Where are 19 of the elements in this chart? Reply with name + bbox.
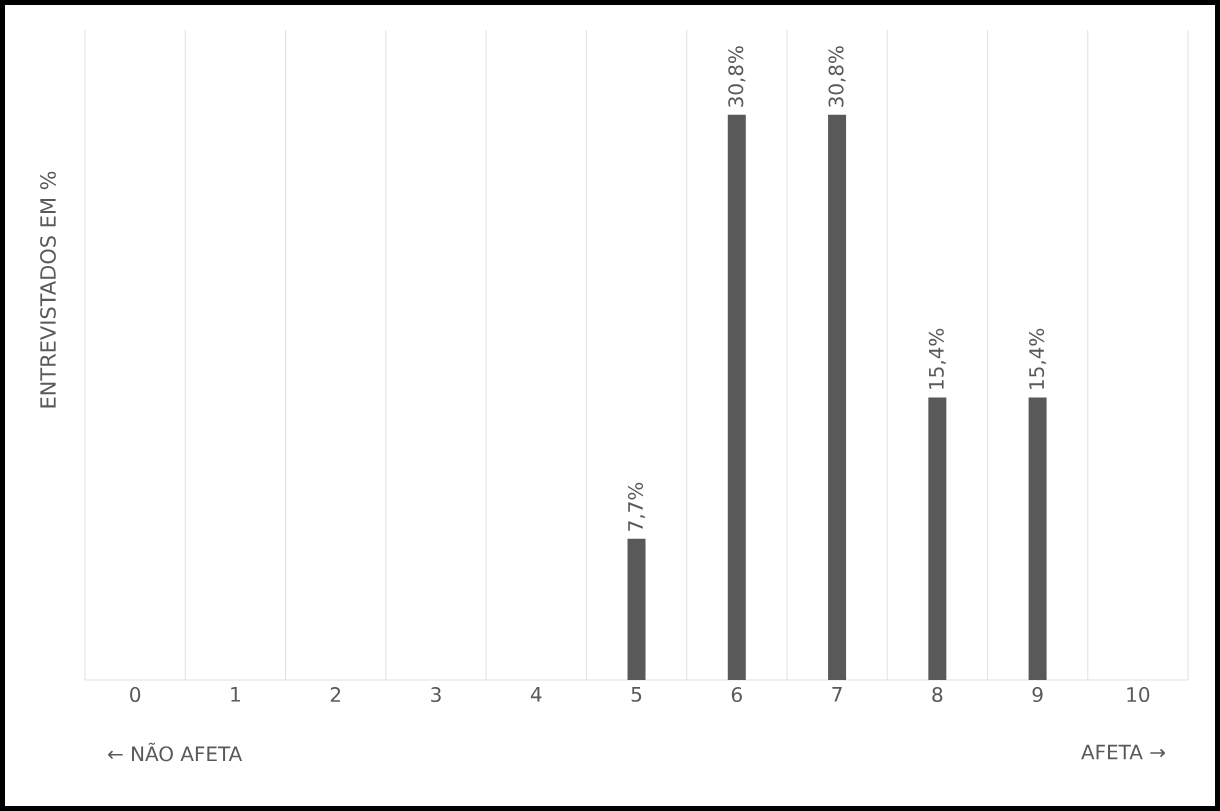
- x-tick-label: 5: [631, 687, 642, 702]
- x-tick-label: 10: [1127, 687, 1150, 703]
- y-axis-title: ENTREVISTADOS EM %: [40, 171, 56, 408]
- text: ← NÃO AFETA: [108, 742, 243, 762]
- data-label: 30,8%: [828, 46, 846, 107]
- x-tick-label: 4: [530, 687, 542, 702]
- x-tick-label: 3: [431, 687, 441, 703]
- x-tick-label: 9: [1032, 687, 1043, 703]
- x-tick-label: 1: [231, 687, 240, 702]
- x-tick-label: 0: [130, 687, 141, 703]
- x-tick-label: 6: [731, 687, 742, 703]
- data-label: 15,4%: [928, 328, 946, 389]
- data-label: 30,8%: [728, 46, 746, 107]
- data-label: 7,7%: [627, 482, 646, 531]
- x-tick-label: 7: [832, 687, 842, 702]
- x-tick-label: 8: [932, 687, 943, 703]
- text: AFETA →: [1081, 744, 1165, 760]
- data-label: 15,4%: [1029, 328, 1047, 389]
- x-tick-label: 2: [330, 687, 341, 702]
